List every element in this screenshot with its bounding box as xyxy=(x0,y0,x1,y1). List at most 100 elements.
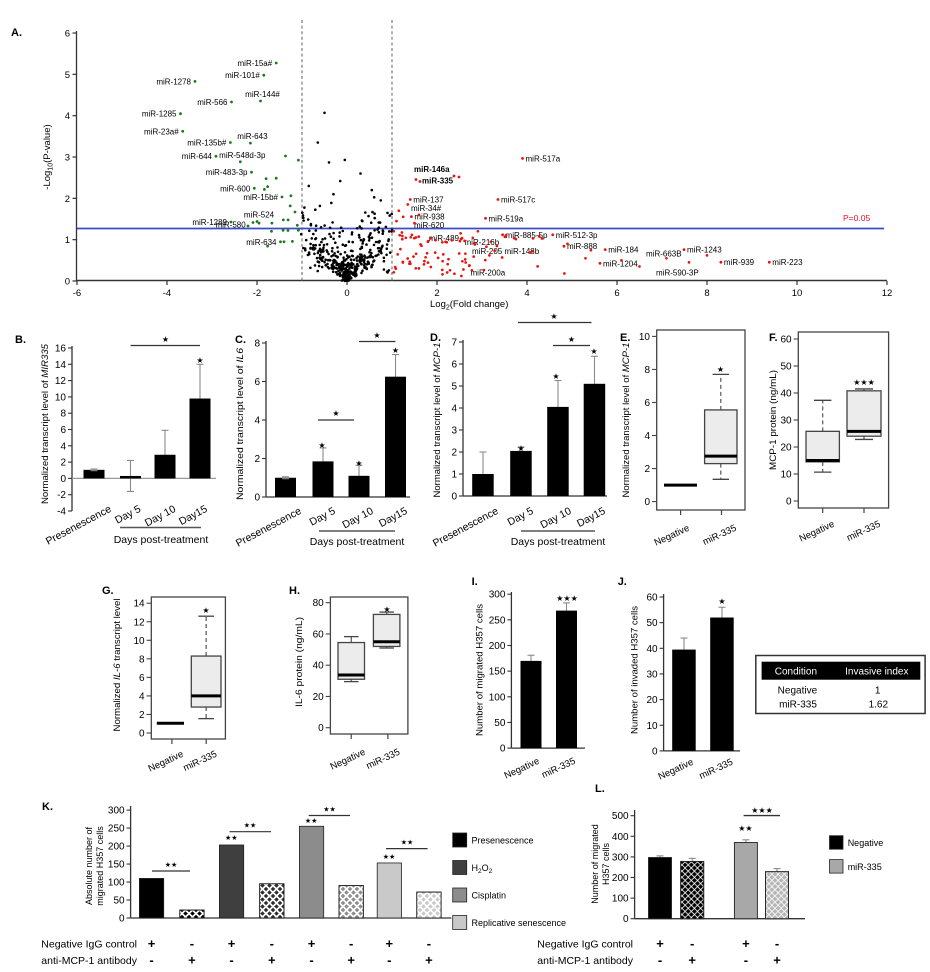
svg-text:miR-580: miR-580 xyxy=(215,221,246,230)
svg-text:Presenescence: Presenescence xyxy=(44,503,114,548)
svg-text:0: 0 xyxy=(254,493,260,504)
svg-text:miR-335: miR-335 xyxy=(422,177,454,186)
svg-text:Number of migrated H357 cells: Number of migrated H357 cells xyxy=(475,603,485,736)
svg-text:2: 2 xyxy=(434,288,439,299)
svg-text:miR-1285: miR-1285 xyxy=(142,110,177,119)
svg-text:8: 8 xyxy=(644,365,650,376)
svg-text:-4: -4 xyxy=(57,507,66,518)
svg-text:50: 50 xyxy=(494,718,506,729)
svg-text:2: 2 xyxy=(65,194,70,205)
svg-text:A.: A. xyxy=(11,27,22,39)
svg-text:miR-519a: miR-519a xyxy=(489,214,524,223)
svg-text:0: 0 xyxy=(119,914,125,925)
svg-text:MCP-1 protein (ng/mL): MCP-1 protein (ng/mL) xyxy=(768,370,778,470)
svg-text:miR-885-5p: miR-885-5p xyxy=(506,231,548,240)
svg-text:12: 12 xyxy=(882,288,893,299)
svg-text:miR-101#: miR-101# xyxy=(225,71,260,80)
svg-text:2: 2 xyxy=(644,464,650,475)
svg-text:500: 500 xyxy=(612,811,629,822)
svg-text:Day 10: Day 10 xyxy=(538,505,573,531)
svg-text:★★★: ★★★ xyxy=(556,594,578,603)
svg-text:40: 40 xyxy=(780,389,792,400)
svg-text:Cisplatin: Cisplatin xyxy=(472,891,507,901)
svg-text:Negative: Negative xyxy=(798,519,837,545)
svg-text:Presenescence: Presenescence xyxy=(234,505,304,550)
svg-text:miR-524: miR-524 xyxy=(244,211,275,220)
svg-text:-: - xyxy=(349,936,353,951)
svg-text:★: ★ xyxy=(717,365,724,374)
svg-text:40: 40 xyxy=(646,644,658,655)
svg-text:H.: H. xyxy=(289,585,300,597)
svg-text:★★★: ★★★ xyxy=(853,378,875,387)
svg-text:G.: G. xyxy=(102,585,114,597)
svg-text:miR-15a#: miR-15a# xyxy=(238,59,273,68)
svg-text:-: - xyxy=(229,953,233,968)
svg-text:Negative: Negative xyxy=(329,747,368,773)
svg-text:Day 5: Day 5 xyxy=(506,505,536,529)
svg-text:250: 250 xyxy=(108,824,125,835)
svg-text:10: 10 xyxy=(55,392,67,403)
svg-text:miR-146a: miR-146a xyxy=(414,165,450,174)
svg-text:10: 10 xyxy=(639,332,651,343)
svg-text:300: 300 xyxy=(489,590,506,601)
svg-text:★★: ★★ xyxy=(401,839,414,847)
svg-text:miR-335: miR-335 xyxy=(845,519,882,544)
svg-text:8: 8 xyxy=(60,409,66,420)
svg-text:10: 10 xyxy=(646,721,658,732)
svg-text:+: + xyxy=(742,936,750,951)
svg-text:miR-223: miR-223 xyxy=(772,258,803,267)
svg-text:★: ★ xyxy=(552,372,559,381)
svg-text:200: 200 xyxy=(108,842,125,853)
svg-text:Day15: Day15 xyxy=(377,505,410,530)
svg-text:miR-600: miR-600 xyxy=(220,184,251,193)
svg-text:+: + xyxy=(268,953,276,968)
svg-text:6: 6 xyxy=(139,673,145,684)
svg-text:10: 10 xyxy=(792,288,803,299)
svg-text:30: 30 xyxy=(646,669,658,680)
svg-text:100: 100 xyxy=(612,894,629,905)
svg-text:-: - xyxy=(744,953,748,968)
svg-text:150: 150 xyxy=(108,860,125,871)
svg-text:★: ★ xyxy=(202,606,209,615)
svg-text:0: 0 xyxy=(451,492,457,503)
svg-text:miR-335: miR-335 xyxy=(698,757,735,782)
svg-text:B.: B. xyxy=(15,334,26,346)
svg-text:miR-566: miR-566 xyxy=(197,98,228,107)
svg-text:★: ★ xyxy=(590,347,597,356)
svg-text:50: 50 xyxy=(780,362,792,373)
svg-text:-2: -2 xyxy=(57,490,66,501)
svg-text:anti-MCP-1 antibody: anti-MCP-1 antibody xyxy=(41,955,137,967)
svg-text:4: 4 xyxy=(451,404,457,415)
svg-text:Log2(Fold change): Log2(Fold change) xyxy=(430,299,508,312)
svg-text:0: 0 xyxy=(318,723,324,734)
svg-text:14: 14 xyxy=(55,360,67,371)
svg-text:+: + xyxy=(425,953,433,968)
svg-text:0: 0 xyxy=(65,277,70,288)
svg-text:H2O2: H2O2 xyxy=(472,863,493,875)
svg-text:50: 50 xyxy=(646,618,658,629)
svg-text:2: 2 xyxy=(451,448,457,459)
svg-text:+: + xyxy=(148,936,156,951)
svg-text:miR-888: miR-888 xyxy=(567,242,598,251)
svg-text:+: + xyxy=(656,936,664,951)
svg-text:400: 400 xyxy=(612,832,629,843)
svg-text:3: 3 xyxy=(451,426,457,437)
svg-text:★: ★ xyxy=(318,441,325,450)
svg-text:8: 8 xyxy=(704,288,709,299)
svg-text:+: + xyxy=(308,936,316,951)
svg-text:1.62: 1.62 xyxy=(869,700,889,711)
svg-text:10: 10 xyxy=(780,470,792,481)
svg-text:10: 10 xyxy=(133,636,145,647)
svg-text:miR-1204: miR-1204 xyxy=(603,259,638,268)
svg-text:Invasive index: Invasive index xyxy=(845,667,908,678)
svg-text:-: - xyxy=(309,953,313,968)
svg-text:-: - xyxy=(427,936,431,951)
svg-text:miR-548d-3p: miR-548d-3p xyxy=(219,151,266,160)
svg-text:miR-644: miR-644 xyxy=(182,152,213,161)
svg-text:miR-483-3p: miR-483-3p xyxy=(206,168,248,177)
svg-text:0: 0 xyxy=(500,744,506,755)
svg-text:miR-148b: miR-148b xyxy=(505,247,540,256)
svg-text:100: 100 xyxy=(489,692,506,703)
svg-text:-: - xyxy=(270,936,274,951)
svg-text:Presenescence: Presenescence xyxy=(472,836,534,846)
